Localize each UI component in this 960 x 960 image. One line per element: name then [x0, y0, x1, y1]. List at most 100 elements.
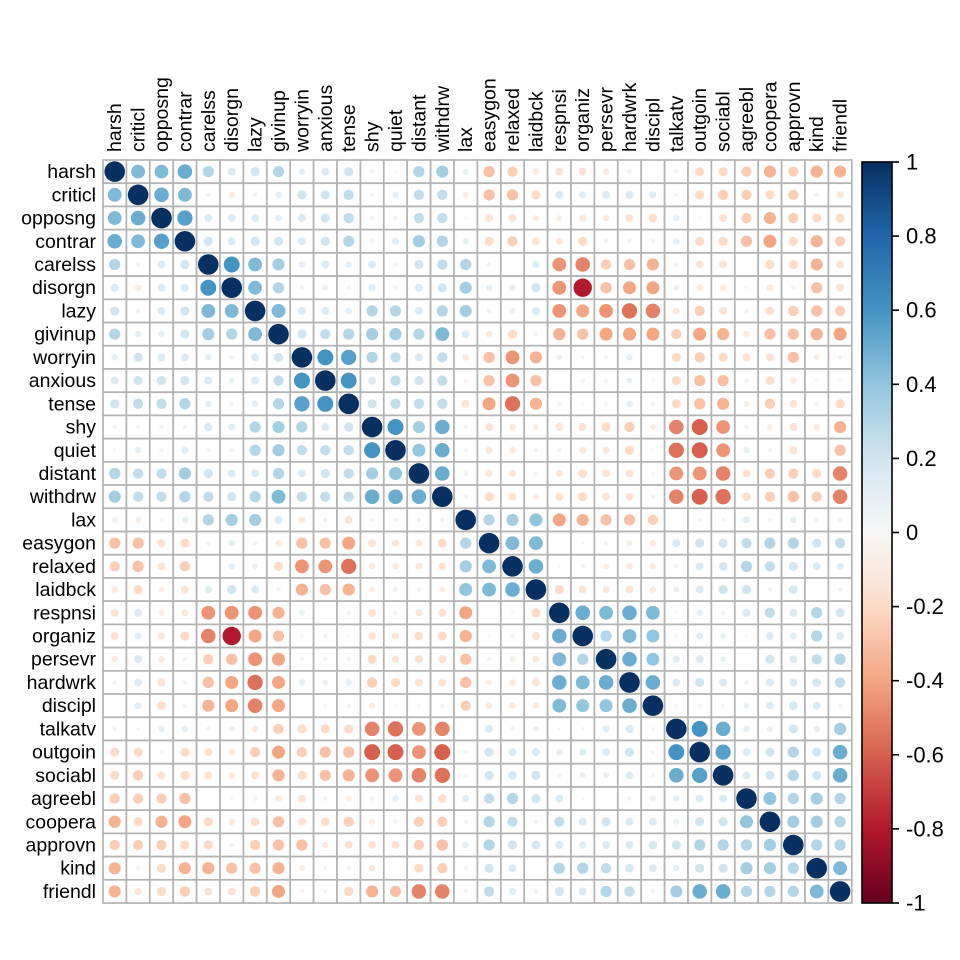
correlation-circle [626, 400, 633, 408]
correlation-circle [317, 395, 334, 412]
correlation-circle [157, 701, 166, 711]
correlation-circle [691, 720, 708, 737]
correlation-circle [673, 238, 680, 245]
correlation-circle [181, 516, 189, 524]
correlation-circle [694, 305, 705, 317]
correlation-circle [344, 886, 354, 897]
correlation-circle [295, 583, 308, 596]
correlation-circle [437, 816, 448, 827]
correlation-circle [272, 839, 285, 851]
correlation-circle [181, 725, 189, 733]
correlation-circle [389, 305, 402, 317]
row-labels: harshcriticlopposngcontrarcarelssdisorgn… [21, 161, 97, 903]
correlation-circle [742, 748, 751, 757]
correlation-circle [343, 212, 354, 224]
correlation-circle [177, 210, 193, 226]
correlation-circle [228, 423, 236, 431]
correlation-circle [720, 656, 727, 663]
correlation-circle [834, 722, 847, 735]
correlation-circle [109, 793, 120, 804]
correlation-circle [623, 258, 636, 271]
correlation-circle [625, 469, 634, 478]
correlation-circle [508, 214, 517, 223]
correlation-circle [811, 654, 822, 665]
correlation-circle [369, 238, 375, 244]
correlation-circle [321, 260, 330, 269]
correlation-circle [298, 609, 305, 616]
correlation-circle [578, 423, 587, 432]
correlation-circle [155, 815, 168, 828]
correlation-circle [435, 466, 450, 481]
correlation-circle [248, 257, 263, 272]
correlation-circle [507, 816, 518, 827]
correlation-circle [509, 446, 516, 454]
correlation-circle [600, 863, 612, 874]
correlation-circle [201, 628, 216, 644]
correlation-circle [182, 424, 188, 430]
correlation-circle [834, 444, 846, 456]
correlation-circle [692, 767, 708, 783]
correlation-circle [834, 677, 846, 688]
row-label: organiz [32, 626, 96, 648]
correlation-circle [393, 262, 398, 267]
correlation-circle [622, 281, 637, 295]
correlation-circle [674, 634, 679, 638]
correlation-circle [741, 166, 752, 177]
correlation-circle [322, 284, 329, 291]
correlation-circle [834, 165, 847, 178]
correlation-circle [436, 165, 449, 178]
correlation-circle [385, 439, 406, 461]
correlation-circle [813, 725, 820, 733]
correlation-circle [691, 419, 708, 436]
correlation-circle [742, 469, 751, 478]
correlation-circle [317, 349, 334, 366]
correlation-circle [834, 305, 846, 317]
correlation-circle [695, 585, 704, 594]
correlation-circle [552, 513, 566, 527]
correlation-circle [485, 702, 493, 709]
correlation-circle [767, 587, 773, 592]
correlation-circle [344, 167, 354, 177]
correlation-circle [483, 374, 495, 387]
correlation-circle [625, 585, 634, 594]
correlation-circle [297, 724, 307, 734]
correlation-circle [438, 608, 447, 617]
correlation-circle [718, 538, 728, 548]
correlation-circle [836, 283, 845, 292]
correlation-circle [132, 793, 144, 804]
correlation-circle [764, 607, 776, 618]
colorbar-tick-label: 1 [906, 150, 918, 175]
correlation-circle [111, 586, 118, 593]
correlation-circle [294, 559, 309, 574]
correlation-circle [557, 447, 562, 453]
correlation-circle [365, 768, 380, 783]
correlation-circle [388, 466, 403, 480]
correlation-circle [300, 634, 304, 638]
correlation-circle [603, 355, 609, 360]
correlation-circle [322, 679, 329, 686]
correlation-circle [646, 629, 660, 643]
correlation-circle [532, 168, 540, 175]
correlation-circle [276, 587, 281, 592]
correlation-circle [132, 491, 144, 502]
correlation-circle [788, 189, 799, 200]
correlation-circle [460, 700, 471, 711]
correlation-circle [790, 516, 797, 524]
correlation-circle [127, 184, 149, 206]
column-label: criticl [128, 108, 150, 152]
correlation-circle [717, 839, 729, 851]
correlation-circle [249, 862, 261, 874]
correlation-circle [532, 215, 539, 221]
correlation-circle [393, 819, 398, 825]
correlation-circle [811, 491, 822, 502]
correlation-circle [344, 724, 354, 734]
correlation-circle [763, 165, 776, 178]
correlation-circle [320, 491, 331, 502]
correlation-circle [741, 189, 752, 200]
correlation-circle [224, 304, 239, 318]
correlation-circle [178, 467, 191, 480]
matrix-cell [102, 693, 128, 719]
correlation-circle [463, 378, 469, 383]
correlation-circle [695, 863, 705, 873]
correlation-circle [668, 442, 684, 458]
